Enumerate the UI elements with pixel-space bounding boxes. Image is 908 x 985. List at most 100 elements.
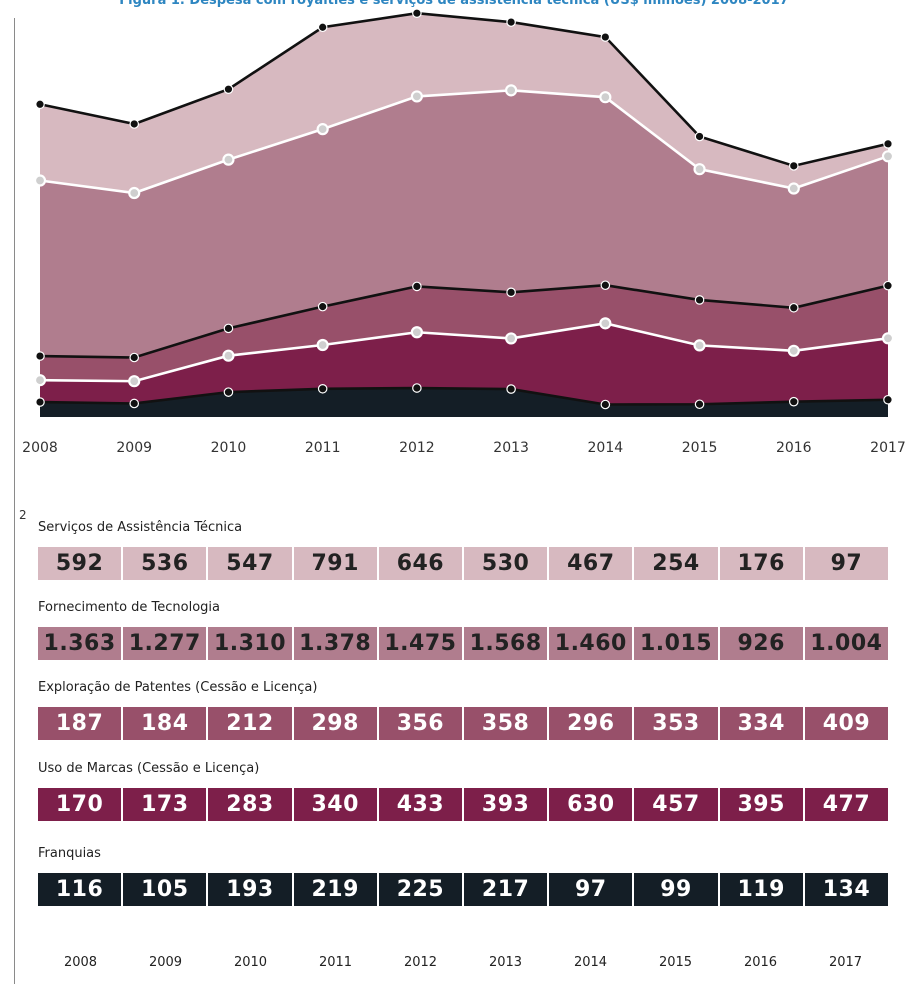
value-cell-2014: 467 xyxy=(549,547,635,580)
year-label: 2009 xyxy=(148,955,183,970)
value-cell-2009: 536 xyxy=(123,547,209,580)
value-cell-2017: 477 xyxy=(804,788,889,821)
point-exploracao-de-patentes-cessao-e-licenca-2010 xyxy=(223,323,234,334)
point-exploracao-de-patentes-cessao-e-licenca-2008 xyxy=(35,351,45,361)
x-tick-label: 2008 xyxy=(22,440,58,456)
point-franquias-2014 xyxy=(600,399,611,410)
point-franquias-2015 xyxy=(694,399,705,410)
x-tick-label: 2017 xyxy=(870,440,906,456)
point-uso-de-marcas-cessao-e-licenca-2010 xyxy=(222,349,235,362)
point-servicos-de-assistencia-tecnica-2014 xyxy=(600,32,611,42)
value-cell-2014: 97 xyxy=(549,873,635,906)
point-fornecimento-de-tecnologia-2015 xyxy=(693,163,706,176)
point-fornecimento-de-tecnologia-2009 xyxy=(128,186,141,200)
value-cell-2009: 173 xyxy=(123,788,209,821)
point-franquias-2011 xyxy=(317,383,328,394)
stacked-area-chart: 2008 2009 2010 2011 2012 2013 2014 2015 2016 2017 xyxy=(22,8,906,456)
value-cell-2012: 646 xyxy=(378,547,465,580)
value-cell-2017: 409 xyxy=(804,707,889,740)
line-fornecimento-de-tecnologia xyxy=(39,89,889,195)
value-cell-2015: 457 xyxy=(634,788,720,821)
value-cell-2012: 1.475 xyxy=(378,627,465,660)
value-cell-2013: 530 xyxy=(464,547,550,580)
series-label: Serviços de Assistência Técnica xyxy=(38,520,243,535)
point-exploracao-de-patentes-cessao-e-licenca-2012 xyxy=(412,281,422,292)
year-label: 2016 xyxy=(743,955,778,970)
point-exploracao-de-patentes-cessao-e-licenca-2016 xyxy=(788,302,799,313)
point-franquias-2010 xyxy=(223,387,234,397)
point-franquias-2008 xyxy=(35,397,45,407)
x-tick-label: 2014 xyxy=(588,440,624,456)
value-cell-2013: 1.568 xyxy=(464,627,550,660)
point-servicos-de-assistencia-tecnica-2015 xyxy=(694,131,705,142)
x-tick-label: 2016 xyxy=(776,440,812,456)
value-cells: 1.363 1.277 1.310 1.378 1.475 1.568 1.460 1.015… xyxy=(38,627,889,660)
point-franquias-2009 xyxy=(129,398,140,409)
line-servicos-de-assistencia-tecnica xyxy=(39,11,889,168)
point-franquias-2017 xyxy=(883,394,893,405)
value-cell-2009: 1.277 xyxy=(123,627,209,660)
value-cell-2011: 219 xyxy=(293,873,379,906)
value-cell-2012: 433 xyxy=(378,788,465,821)
value-cell-2015: 99 xyxy=(634,873,720,906)
value-cell-2014: 296 xyxy=(549,707,635,740)
point-uso-de-marcas-cessao-e-licenca-2008 xyxy=(33,374,47,387)
value-cell-2016: 119 xyxy=(719,873,805,906)
value-cell-2017: 1.004 xyxy=(804,627,889,660)
point-uso-de-marcas-cessao-e-licenca-2014 xyxy=(599,317,612,330)
value-cell-2012: 225 xyxy=(378,873,465,906)
value-cell-2010: 547 xyxy=(208,547,294,580)
stray-mark: 2 xyxy=(19,508,27,522)
year-label: 2014 xyxy=(573,955,608,970)
x-tick-label: 2010 xyxy=(211,440,247,456)
year-label: 2015 xyxy=(658,955,693,970)
point-exploracao-de-patentes-cessao-e-licenca-2009 xyxy=(129,352,140,363)
point-servicos-de-assistencia-tecnica-2017 xyxy=(883,139,893,149)
point-franquias-2016 xyxy=(788,396,799,407)
point-uso-de-marcas-cessao-e-licenca-2017 xyxy=(881,332,895,345)
point-servicos-de-assistencia-tecnica-2012 xyxy=(412,8,422,19)
area-servicos-de-assistencia-tecnica xyxy=(40,13,888,194)
value-cells: 116 105 193 219 225 217 97 99 119 134 xyxy=(38,873,889,906)
value-cell-2010: 1.310 xyxy=(208,627,294,660)
point-fornecimento-de-tecnologia-2010 xyxy=(222,153,235,166)
point-fornecimento-de-tecnologia-2012 xyxy=(410,90,423,103)
series-label: Uso de Marcas (Cessão e Licença) xyxy=(38,761,260,776)
value-cell-2010: 193 xyxy=(208,873,294,906)
value-cell-2013: 358 xyxy=(464,707,550,740)
table-year-row: 2008 2009 2010 2011 2012 2013 2014 2015 2016 2017 xyxy=(38,955,888,970)
point-exploracao-de-patentes-cessao-e-licenca-2017 xyxy=(883,280,893,291)
value-cell-2008: 170 xyxy=(38,788,124,821)
year-label: 2017 xyxy=(828,955,863,970)
value-cell-2013: 393 xyxy=(464,788,550,821)
value-cell-2016: 176 xyxy=(719,547,805,580)
value-cell-2011: 298 xyxy=(293,707,379,740)
value-cell-2011: 340 xyxy=(293,788,379,821)
value-cell-2013: 217 xyxy=(464,873,550,906)
value-cell-2015: 1.015 xyxy=(634,627,720,660)
point-exploracao-de-patentes-cessao-e-licenca-2011 xyxy=(317,301,328,312)
series-label: Franquias xyxy=(38,846,101,861)
frame-border xyxy=(14,18,15,984)
value-cell-2009: 184 xyxy=(123,707,209,740)
value-cells: 592 536 547 791 646 530 467 254 176 97 xyxy=(38,547,889,580)
value-cell-2017: 97 xyxy=(804,547,889,580)
year-label: 2013 xyxy=(488,955,523,970)
point-uso-de-marcas-cessao-e-licenca-2012 xyxy=(410,326,423,339)
point-servicos-de-assistencia-tecnica-2013 xyxy=(506,17,516,27)
point-fornecimento-de-tecnologia-2017 xyxy=(881,150,895,163)
value-cell-2008: 116 xyxy=(38,873,124,906)
value-cell-2011: 1.378 xyxy=(293,627,379,660)
figure-title: Figura 1. Despesa com royalties e serviç… xyxy=(119,0,789,8)
value-cell-2010: 283 xyxy=(208,788,294,821)
x-tick-label: 2013 xyxy=(493,440,529,456)
line-exploracao-de-patentes-cessao-e-licenca xyxy=(39,283,889,359)
point-servicos-de-assistencia-tecnica-2010 xyxy=(223,84,234,95)
point-fornecimento-de-tecnologia-2013 xyxy=(505,84,518,97)
value-cell-2017: 134 xyxy=(804,873,889,906)
value-cell-2016: 395 xyxy=(719,788,805,821)
point-fornecimento-de-tecnologia-2011 xyxy=(316,123,329,136)
year-label: 2008 xyxy=(63,955,98,970)
value-cell-2011: 791 xyxy=(293,547,379,580)
value-cell-2016: 334 xyxy=(719,707,805,740)
